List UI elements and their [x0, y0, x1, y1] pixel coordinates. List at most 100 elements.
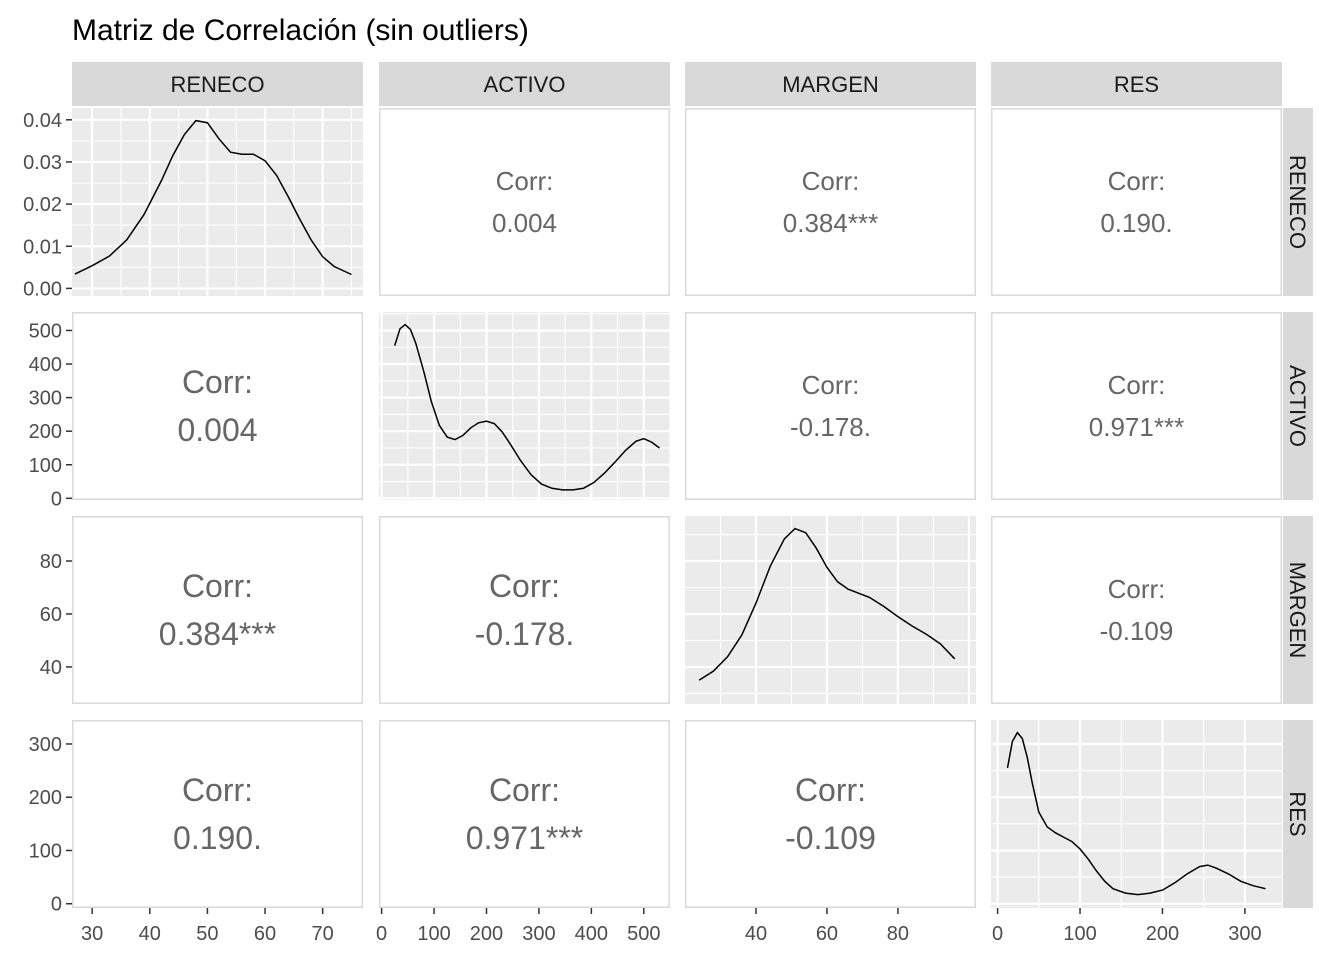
row-strip-reneco: [1283, 108, 1313, 296]
panel-reneco-activo-correlation: Corr: 0.004: [379, 108, 670, 296]
panel-res-res-density: [991, 720, 1282, 908]
correlation-panel-frame: [685, 312, 976, 500]
x-axis-tick-label-res: 300: [1228, 923, 1261, 945]
density-curve-res: [1006, 731, 1266, 896]
y-axis-tick-label-reneco: 0.01: [23, 236, 62, 258]
column-strip-res: [991, 62, 1282, 106]
panel-res-activo-correlation: Corr: 0.971***: [379, 720, 670, 908]
x-axis-tick-label-activo: 500: [627, 923, 660, 945]
correlation-label: Corr:: [496, 166, 554, 196]
x-axis-tick-label-reneco: 40: [139, 923, 161, 945]
density-curve-reneco: [74, 119, 352, 276]
column-strip-label-margen: MARGEN: [782, 72, 879, 97]
y-axis-tick-label-reneco: 0.02: [23, 194, 62, 216]
y-axis-tick-label-margen: 80: [40, 551, 62, 573]
row-strip-label-margen: MARGEN: [1285, 562, 1310, 659]
y-axis-tick-label-res: 0: [51, 894, 62, 916]
x-axis-tick-label-res: 0: [992, 923, 1003, 945]
panel-margen-reneco-correlation: Corr: 0.384***: [72, 516, 363, 704]
chart-title: Matriz de Correlación (sin outliers): [72, 14, 529, 47]
correlation-label: Corr:: [802, 370, 860, 400]
correlation-panel-frame: [72, 516, 363, 704]
y-axis-tick-label-activo: 500: [29, 320, 62, 342]
y-axis-tick-label-activo: 200: [29, 421, 62, 443]
y-axis-tick-label-res: 300: [29, 734, 62, 756]
column-strip-label-reneco: RENECO: [170, 72, 264, 97]
correlation-label: Corr:: [182, 772, 253, 808]
correlation-label: Corr:: [182, 568, 253, 604]
column-strip-margen: [685, 62, 976, 106]
y-axis-tick-label-activo: 300: [29, 388, 62, 410]
panel-res-margen-correlation: Corr: -0.109: [685, 720, 976, 908]
y-axis-tick-label-activo: 100: [29, 455, 62, 477]
correlation-panel-frame: [685, 720, 976, 908]
x-axis-tick-label-activo: 400: [575, 923, 608, 945]
correlation-value: 0.384***: [783, 208, 878, 238]
correlation-panel-frame: [991, 312, 1282, 500]
x-axis-tick-label-margen: 60: [816, 923, 838, 945]
density-curve-activo: [393, 323, 660, 491]
panel-reneco-margen-correlation: Corr: 0.384***: [685, 108, 976, 296]
y-axis-tick-label-reneco: 0.04: [23, 110, 62, 132]
panel-margen-margen-density: [685, 516, 976, 704]
x-axis-tick-label-activo: 0: [376, 923, 387, 945]
correlation-value: -0.109: [785, 820, 876, 856]
matrix-panels: RENECO ACTIVO MARGEN RES RENECO ACTIVO MARGEN R…: [23, 62, 1313, 945]
row-strip-res: [1283, 720, 1313, 908]
correlation-panel-frame: [379, 108, 670, 296]
density-panel-background: [379, 312, 670, 500]
column-strip-activo: [379, 62, 670, 106]
row-strip-label-res: RES: [1285, 791, 1310, 836]
correlation-value: 0.004: [492, 208, 557, 238]
correlation-label: Corr:: [1108, 166, 1166, 196]
y-axis-tick-label-reneco: 0.00: [23, 278, 62, 300]
correlation-label: Corr:: [1108, 370, 1166, 400]
panel-margen-res-correlation: Corr: -0.109: [991, 516, 1282, 704]
panel-activo-res-correlation: Corr: 0.971***: [991, 312, 1282, 500]
column-strip-label-res: RES: [1114, 72, 1159, 97]
x-axis-tick-label-margen: 80: [887, 923, 909, 945]
x-axis-tick-label-activo: 200: [470, 923, 503, 945]
x-axis-tick-label-reneco: 30: [81, 923, 103, 945]
correlation-panel-frame: [379, 516, 670, 704]
column-strip-reneco: [72, 62, 363, 106]
density-curve-margen: [698, 527, 956, 681]
x-axis-tick-label-res: 200: [1146, 923, 1179, 945]
correlation-value: 0.190.: [173, 820, 262, 856]
x-axis-tick-label-reneco: 50: [196, 923, 218, 945]
correlation-value: -0.178.: [475, 616, 575, 652]
row-strip-label-activo: ACTIVO: [1285, 365, 1310, 447]
correlation-label: Corr:: [489, 568, 560, 604]
row-strip-label-reneco: RENECO: [1285, 155, 1310, 249]
row-strip-activo: [1283, 312, 1313, 500]
correlation-value: 0.971***: [1089, 412, 1184, 442]
correlation-panel-frame: [991, 108, 1282, 296]
correlation-panel-frame: [991, 516, 1282, 704]
correlation-label: Corr:: [182, 364, 253, 400]
y-axis-tick-label-reneco: 0.03: [23, 152, 62, 174]
correlation-value: -0.178.: [790, 412, 871, 442]
column-strip-label-activo: ACTIVO: [484, 72, 566, 97]
correlation-label: Corr:: [802, 166, 860, 196]
y-axis-tick-label-activo: 0: [51, 488, 62, 510]
correlation-label: Corr:: [795, 772, 866, 808]
panel-activo-activo-density: [379, 312, 671, 500]
y-axis-tick-label-activo: 400: [29, 354, 62, 376]
y-axis-tick-label-margen: 60: [40, 604, 62, 626]
x-axis-tick-label-reneco: 60: [254, 923, 276, 945]
panel-reneco-res-correlation: Corr: 0.190.: [991, 108, 1282, 296]
density-panel-background: [685, 516, 976, 704]
x-axis-tick-label-activo: 100: [417, 923, 450, 945]
panel-activo-margen-correlation: Corr: -0.178.: [685, 312, 976, 500]
panel-reneco-reneco-density: [72, 108, 363, 296]
x-axis-tick-label-margen: 40: [745, 923, 767, 945]
correlation-panel-frame: [72, 312, 363, 500]
correlation-value: 0.971***: [466, 820, 583, 856]
panel-res-reneco-correlation: Corr: 0.190.: [72, 720, 363, 908]
panel-activo-reneco-correlation: Corr: 0.004: [72, 312, 363, 500]
row-strip-margen: [1283, 516, 1313, 704]
y-axis-tick-label-res: 100: [29, 840, 62, 862]
y-axis-tick-label-res: 200: [29, 787, 62, 809]
correlation-panel-frame: [379, 720, 670, 908]
